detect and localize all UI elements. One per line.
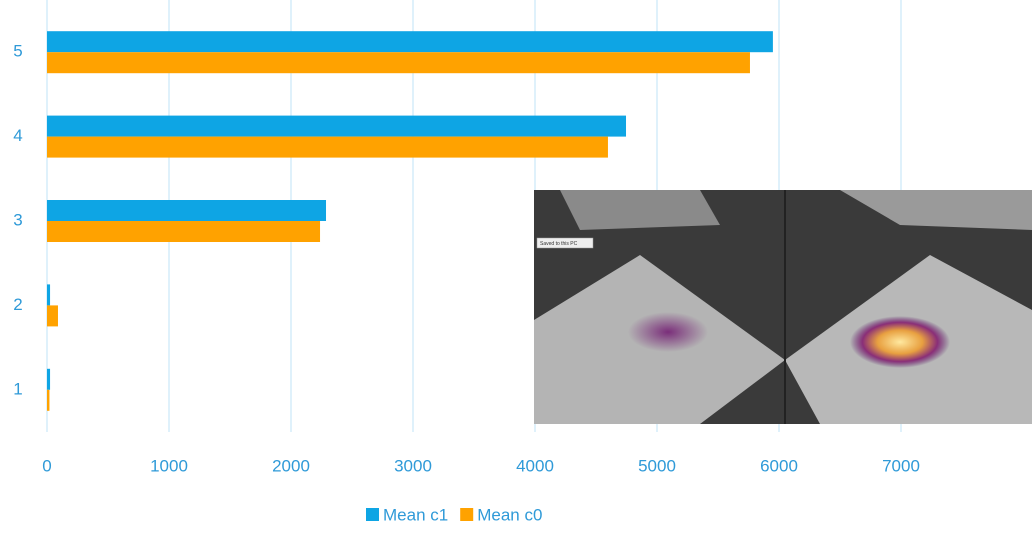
bar — [47, 31, 773, 53]
bar — [47, 305, 58, 327]
bar — [47, 52, 750, 74]
image-tooltip-text: Saved to this PC — [540, 241, 578, 247]
image-tooltip — [536, 237, 594, 249]
bar — [47, 284, 51, 306]
bar — [47, 368, 51, 390]
x-tick-label: 2000 — [272, 456, 310, 475]
image-shape — [560, 190, 720, 230]
legend-swatch — [366, 508, 379, 521]
bar — [47, 200, 327, 221]
x-tick-label: 3000 — [394, 456, 432, 475]
image-shape — [840, 190, 1032, 230]
y-tick-label: 4 — [13, 126, 22, 145]
x-tick-label: 4000 — [516, 456, 554, 475]
x-tick-label: 0 — [42, 456, 51, 475]
legend-label: Mean c1 — [383, 505, 448, 524]
x-tick-label: 1000 — [150, 456, 188, 475]
bar — [47, 221, 321, 242]
y-tick-label: 3 — [13, 210, 22, 229]
image-blob — [628, 312, 708, 352]
y-tick-label: 5 — [13, 42, 22, 61]
x-tick-label: 6000 — [760, 456, 798, 475]
bar — [47, 389, 50, 411]
legend-label: Mean c0 — [477, 505, 542, 524]
legend-swatch — [460, 508, 474, 521]
y-tick-label: 1 — [13, 379, 22, 398]
image-blob — [850, 316, 950, 368]
legend: Mean c1 Mean c0 — [366, 505, 542, 524]
x-tick-label: 7000 — [882, 456, 920, 475]
y-tick-label: 2 — [13, 295, 22, 314]
embedded-image: Saved to this PC — [534, 190, 1032, 424]
bar — [47, 115, 627, 137]
bar — [47, 136, 608, 158]
x-tick-label: 5000 — [638, 456, 676, 475]
